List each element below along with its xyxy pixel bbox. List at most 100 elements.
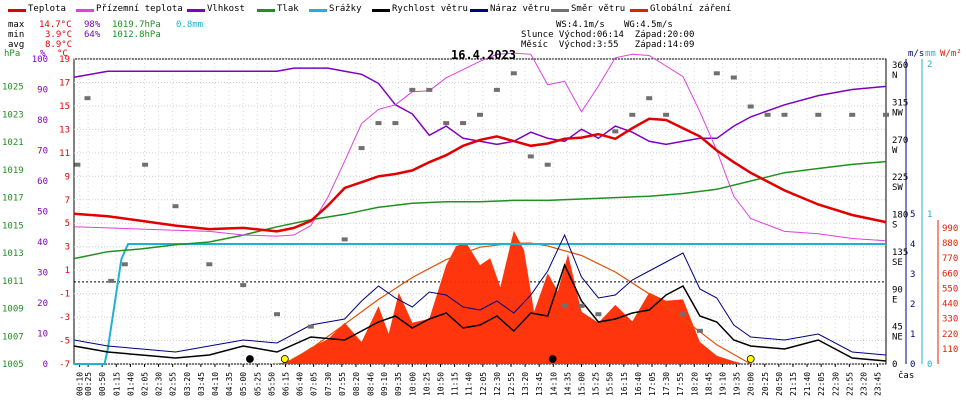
pressure-tick-label: 1011 [2,277,24,287]
temp-tick-label: -5 [59,337,70,347]
wind-direction-point [274,312,280,317]
stat-max-hum: 98% [84,20,101,30]
wind-dir-compass-label: SW [892,183,903,193]
wind-speed-tick-label: 2 [910,300,915,310]
astro-marker [746,355,755,363]
temp-tick-label: 19 [59,55,70,65]
wind-dir-compass-label: NW [892,108,903,118]
wind-direction-point [341,237,348,242]
wind-direction-point [307,324,314,329]
wind-direction-point [493,87,500,92]
time-tick-label: 20:00 [747,372,756,396]
wind-direction-point [426,87,433,92]
time-tick-label: 19:10 [718,372,727,396]
wind-direction-point [108,278,115,283]
wind-speed-tick-label: 5 [910,210,915,220]
time-tick-label: 09:10 [380,372,389,396]
chart-title: 16.4.2023 [451,48,517,62]
wind-direction-point [477,112,483,117]
wind-direction-point [527,154,534,159]
wind-direction-point [595,312,602,317]
temp-tick-label: -1 [59,290,70,300]
astro-wg: WG:4.5m/s [624,20,673,30]
temp-tick-label: 3 [65,243,70,253]
wind-dir-tick-label: 90 [892,285,903,295]
time-tick-label: 08:20 [352,372,361,396]
wind-direction-point [663,112,670,117]
legend-item: Přízemní teplota [96,4,183,14]
wind-dir-tick-label: 270 [892,136,908,146]
wind-dir-compass-label: E [892,295,897,305]
temp-tick-label: -7 [59,360,70,370]
astro-moon: Měsíc Východ:3:55 Západ:14:09 [521,40,695,50]
pressure-tick-label: 1017 [2,194,24,204]
radiation-tick-label: 990 [942,224,958,234]
pressure-tick-label: 1013 [2,249,24,259]
temp-tick-label: 1 [65,266,70,276]
pressure-tick-label: 1025 [2,83,24,93]
pressure-tick-label: 1021 [2,138,24,148]
wind-dir-tick-label: 360 [892,61,908,71]
humidity-tick-label: 90 [37,86,48,96]
pressure-tick-label: 1009 [2,305,24,315]
humidity-tick-label: 10 [37,330,48,340]
time-tick-label: 20:50 [775,372,784,396]
legend-swatch [470,9,488,12]
time-tick-label: 14:10 [549,372,558,396]
stat-avg-temp: 8.9°C [45,40,73,50]
wind-direction-point [680,312,686,317]
series-global-radiation [273,230,744,364]
humidity-tick-label: 70 [37,147,48,157]
time-tick-label: 13:45 [535,372,544,396]
wind-direction-point [121,262,128,267]
time-tick-label: 04:35 [225,372,234,396]
radiation-tick-label: 880 [942,239,958,249]
humidity-tick-label: 80 [37,116,48,126]
astro-marker [280,355,289,363]
pressure-tick-label: 1005 [2,360,24,370]
radiation-tick-label: 110 [942,345,958,355]
time-tick-label: 11:15 [451,372,460,396]
wind-dir-compass-label: S [892,221,897,231]
wind-dir-compass-label: W [892,146,898,156]
unit-degc: °C [57,49,68,59]
legend-item: Srážky [329,4,362,14]
wind-dir-compass-label: N [892,71,897,81]
pressure-tick-label: 1015 [2,221,24,231]
time-tick-label: 22:05 [817,372,826,396]
time-tick-label: 16:15 [620,372,629,396]
time-tick-label: 03:20 [183,372,192,396]
series-rain [74,243,886,365]
wind-direction-point [849,112,856,117]
legend-item: Rychlost větru [392,4,468,14]
time-tick-label: 01:15 [112,372,121,396]
wind-direction-point [713,71,720,76]
unit-wm2: W/m² [940,49,962,59]
time-tick-label: 21:40 [803,372,812,396]
wind-speed-tick-label: 4 [910,240,915,250]
series-temperature [73,117,887,233]
legend-swatch [187,9,205,12]
rain-tick-label: 0 [927,360,932,370]
time-tick-label: 17:05 [648,372,657,396]
unit-pct: % [40,49,46,59]
wind-direction-point [612,129,619,134]
temp-tick-label: -3 [59,313,70,323]
wind-direction-point [883,112,889,117]
wind-speed-tick-label: 1 [910,330,915,340]
time-tick-label: 06:15 [281,372,290,396]
wind-direction-point [74,162,81,167]
time-tick-label: 21:15 [789,372,798,396]
temp-tick-label: 15 [59,102,70,112]
legend-item: Teplota [28,4,66,14]
pressure-tick-label: 1023 [2,110,24,120]
wind-direction-point [392,121,399,126]
legend-item: Globální záření [650,4,732,14]
time-tick-label: 00:10 [76,372,85,396]
wind-dir-tick-label: 315 [892,98,908,108]
time-tick-label: 08:46 [367,372,376,396]
stat-min-hum: 64% [84,30,101,40]
astro-marker [245,355,254,363]
time-tick-label: 05:50 [267,372,276,396]
